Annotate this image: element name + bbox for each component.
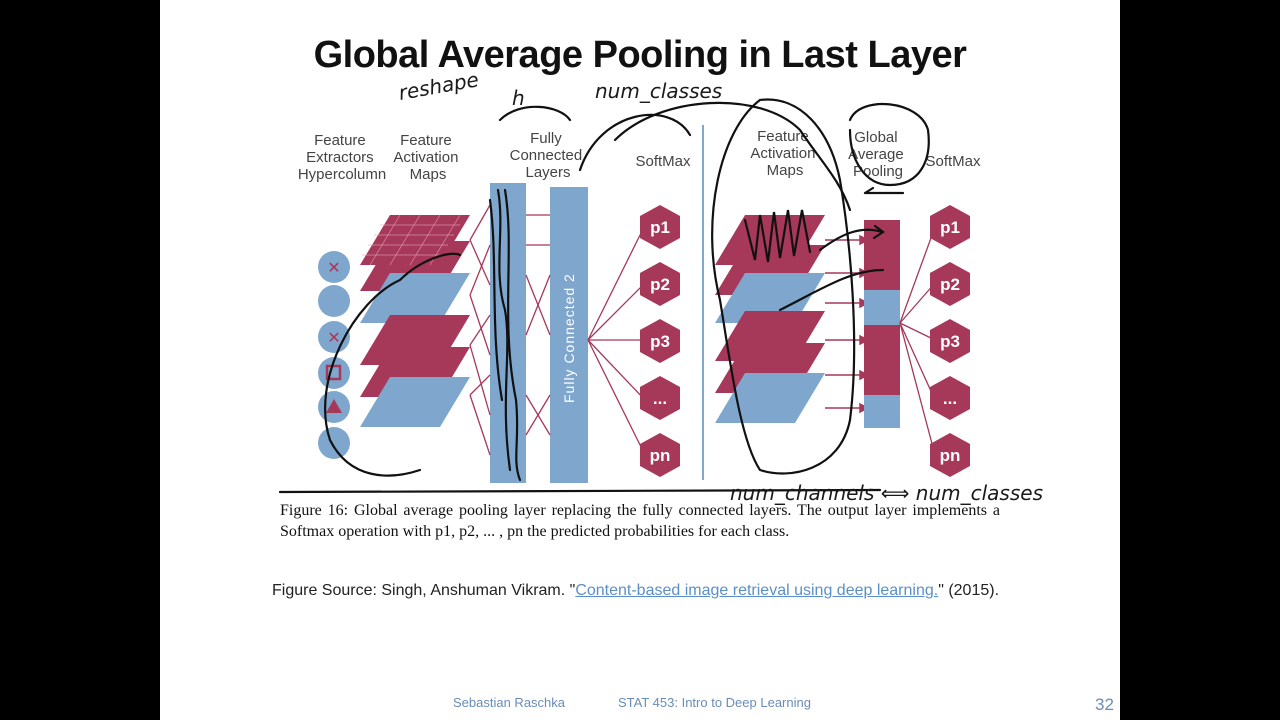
svg-text:...: ...	[653, 389, 667, 408]
slide: Global Average Pooling in Last Layer Fea…	[160, 0, 1120, 720]
svg-text:p3: p3	[650, 332, 670, 351]
softmax-nodes-right: p1 p2 p3 ... pn	[930, 205, 970, 477]
footer-author: Sebastian Raschka	[453, 695, 566, 710]
label-softmax-right: SoftMax	[925, 153, 981, 170]
svg-text:✕: ✕	[327, 258, 340, 277]
label-feature-activation-maps-right: Feature Activation Maps	[750, 128, 819, 179]
softmax-nodes-left: p1 p2 p3 ... pn	[640, 205, 680, 477]
input-nodes: ✕ ✕	[318, 251, 350, 459]
feature-maps-left	[360, 214, 470, 427]
footer-course: STAT 453: Intro to Deep Learning	[618, 695, 811, 710]
svg-text:pn: pn	[940, 446, 961, 465]
feature-maps-right	[715, 215, 825, 423]
svg-text:p2: p2	[650, 275, 670, 294]
pooling-figure: Feature Extractors Hypercolumn Feature A…	[298, 125, 981, 483]
label-feature-extractors: Feature Extractors Hypercolumn	[298, 132, 386, 183]
label-feature-activation-maps-left: Feature Activation Maps	[393, 132, 462, 183]
svg-text:p1: p1	[650, 218, 670, 237]
connections-right	[899, 226, 936, 456]
svg-text:...: ...	[943, 389, 957, 408]
svg-text:✕: ✕	[327, 328, 340, 347]
gap-column	[864, 220, 900, 428]
source-link[interactable]: Content-based image retrieval using deep…	[575, 582, 939, 599]
ink-h: h	[512, 86, 525, 110]
fc1-column	[490, 183, 526, 483]
fc2-column	[550, 187, 588, 483]
svg-text:p1: p1	[940, 218, 960, 237]
gap-arrows	[825, 234, 870, 414]
figure-source: Figure Source: Singh, Anshuman Vikram. "…	[272, 582, 1092, 600]
svg-text:pn: pn	[650, 446, 671, 465]
source-suffix: " (2015).	[938, 582, 1000, 599]
label-softmax-left: SoftMax	[635, 153, 691, 170]
source-prefix: Figure Source: Singh, Anshuman Vikram. "	[272, 582, 576, 599]
fc2-label: Fully Connected 2	[561, 273, 577, 403]
ink-num-classes: num_classes	[595, 79, 722, 103]
label-global-average-pooling: Global Average Pooling	[848, 129, 908, 180]
slide-title: Global Average Pooling in Last Layer	[313, 34, 967, 76]
label-fully-connected-layers: Fully Connected Layers	[510, 130, 587, 181]
page-number: 32	[1095, 695, 1114, 714]
connections-left	[469, 204, 646, 456]
svg-text:p3: p3	[940, 332, 960, 351]
figure-caption: Figure 16: Global average pooling layer …	[280, 502, 1000, 540]
svg-text:p2: p2	[940, 275, 960, 294]
